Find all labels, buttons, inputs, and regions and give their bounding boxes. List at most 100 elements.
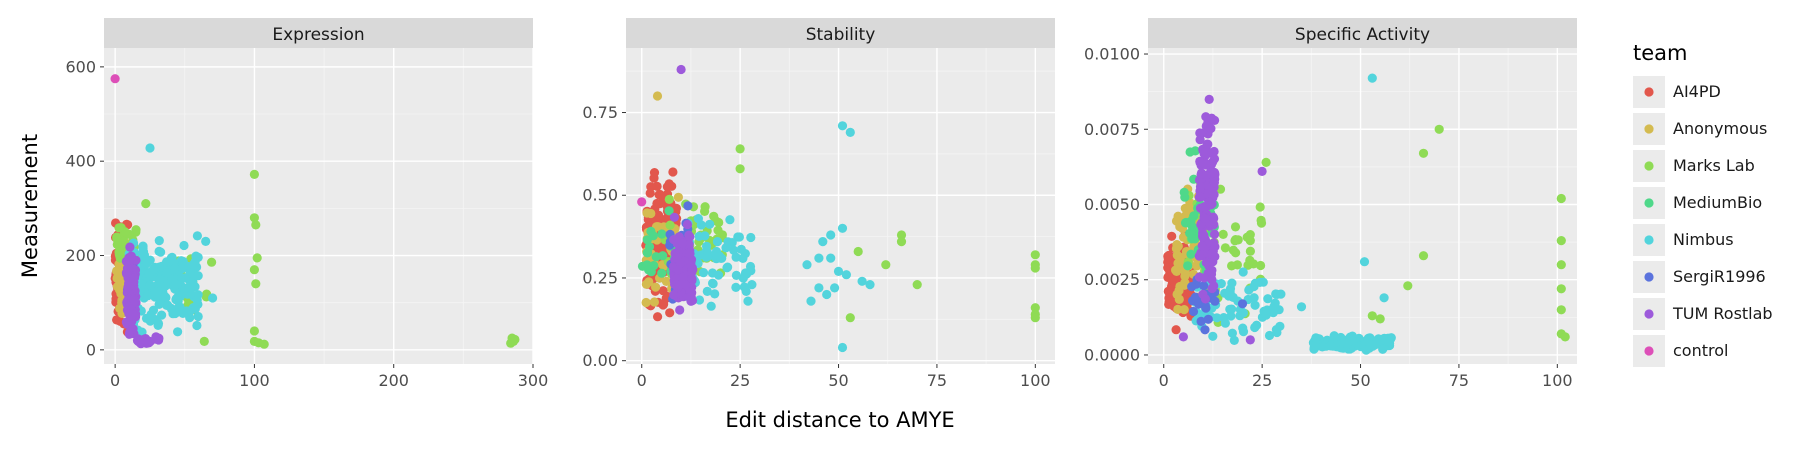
data-point bbox=[1345, 336, 1355, 346]
data-point bbox=[1373, 338, 1383, 348]
data-point bbox=[1194, 251, 1204, 261]
plot-background bbox=[104, 48, 533, 364]
data-point bbox=[734, 232, 745, 242]
data-point bbox=[1207, 199, 1217, 209]
data-point bbox=[845, 313, 855, 323]
x-tick-label: 50 bbox=[828, 371, 848, 390]
data-point bbox=[681, 280, 691, 290]
data-point bbox=[1296, 302, 1307, 312]
data-point bbox=[157, 310, 167, 320]
data-point bbox=[1434, 124, 1444, 134]
data-point bbox=[1272, 289, 1282, 299]
data-point bbox=[129, 273, 140, 283]
data-point bbox=[259, 339, 269, 349]
plot-background bbox=[1148, 48, 1577, 364]
data-point bbox=[1225, 304, 1235, 314]
data-point bbox=[1173, 258, 1183, 268]
data-point bbox=[642, 208, 652, 218]
data-point bbox=[125, 242, 135, 252]
data-point bbox=[188, 260, 198, 270]
data-point bbox=[668, 167, 678, 177]
data-point bbox=[110, 74, 120, 84]
data-point bbox=[644, 265, 654, 275]
data-point bbox=[675, 305, 685, 315]
data-point bbox=[1207, 265, 1217, 275]
x-tick-label: 100 bbox=[1542, 371, 1573, 390]
data-point bbox=[1186, 249, 1196, 259]
y-tick-label: 0.0050 bbox=[1084, 195, 1140, 214]
data-point bbox=[252, 253, 262, 263]
data-point bbox=[148, 265, 158, 275]
x-tick-label: 25 bbox=[1252, 371, 1272, 390]
data-point bbox=[1238, 267, 1248, 277]
data-point bbox=[912, 280, 922, 290]
data-point bbox=[1556, 260, 1566, 270]
data-point bbox=[251, 220, 261, 230]
data-point bbox=[830, 283, 840, 293]
data-point bbox=[128, 309, 139, 320]
data-point bbox=[1030, 263, 1040, 273]
data-point bbox=[1208, 331, 1218, 341]
data-point bbox=[139, 250, 149, 260]
data-point bbox=[661, 276, 672, 286]
data-point bbox=[1418, 148, 1429, 158]
data-point bbox=[641, 279, 652, 289]
data-point bbox=[1252, 320, 1262, 330]
data-point bbox=[1196, 316, 1206, 326]
data-point bbox=[841, 270, 852, 280]
data-point bbox=[822, 289, 832, 300]
data-point bbox=[249, 326, 259, 336]
x-tick-labels: 0 25 50 75 100 bbox=[637, 364, 1051, 390]
data-point bbox=[1204, 94, 1214, 104]
data-point bbox=[121, 317, 131, 327]
data-point bbox=[735, 144, 745, 154]
data-point bbox=[746, 232, 756, 243]
data-point bbox=[1231, 235, 1241, 245]
data-point bbox=[1384, 337, 1394, 347]
data-point bbox=[818, 237, 828, 247]
data-point bbox=[700, 206, 710, 216]
x-tick-label: 0 bbox=[637, 371, 647, 390]
data-point bbox=[845, 127, 855, 137]
data-point bbox=[1200, 294, 1210, 304]
legend-label: Marks Lab bbox=[1673, 156, 1755, 175]
data-point bbox=[896, 230, 907, 240]
data-point bbox=[1220, 318, 1230, 328]
data-point bbox=[735, 164, 745, 174]
data-point bbox=[1183, 261, 1193, 271]
data-point bbox=[131, 227, 141, 237]
data-point bbox=[1187, 234, 1197, 244]
data-point bbox=[1228, 245, 1238, 255]
data-point bbox=[1556, 193, 1566, 204]
data-point bbox=[684, 239, 694, 249]
data-point bbox=[1379, 293, 1389, 303]
legend-key bbox=[1644, 87, 1654, 97]
legend-items: AI4PD Anonymous Marks Lab MediumBio Nimbus Se… bbox=[1633, 76, 1773, 367]
data-point bbox=[138, 241, 148, 251]
data-point bbox=[1244, 285, 1254, 295]
data-point bbox=[1317, 342, 1327, 352]
data-point bbox=[1194, 299, 1204, 309]
data-point bbox=[1198, 228, 1208, 238]
data-point bbox=[651, 252, 661, 262]
data-point bbox=[152, 287, 162, 297]
data-point bbox=[136, 336, 146, 346]
data-point bbox=[709, 211, 719, 221]
data-point bbox=[865, 280, 875, 290]
y-tick-label: 0.0000 bbox=[1084, 345, 1140, 364]
data-point bbox=[1218, 229, 1228, 239]
x-tick-label: 100 bbox=[1020, 371, 1051, 390]
strip-background bbox=[626, 18, 1055, 48]
legend-key bbox=[1644, 346, 1654, 356]
data-point bbox=[1171, 325, 1181, 335]
x-tick-label: 200 bbox=[378, 371, 409, 390]
data-point bbox=[731, 282, 741, 292]
data-point bbox=[199, 336, 209, 346]
data-point bbox=[1207, 113, 1217, 123]
data-point bbox=[664, 194, 674, 204]
data-point bbox=[1209, 213, 1219, 223]
data-point bbox=[705, 219, 715, 229]
data-point bbox=[729, 245, 739, 255]
x-tick-labels: 0 100 200 300 bbox=[110, 364, 548, 390]
data-point bbox=[1230, 222, 1241, 232]
